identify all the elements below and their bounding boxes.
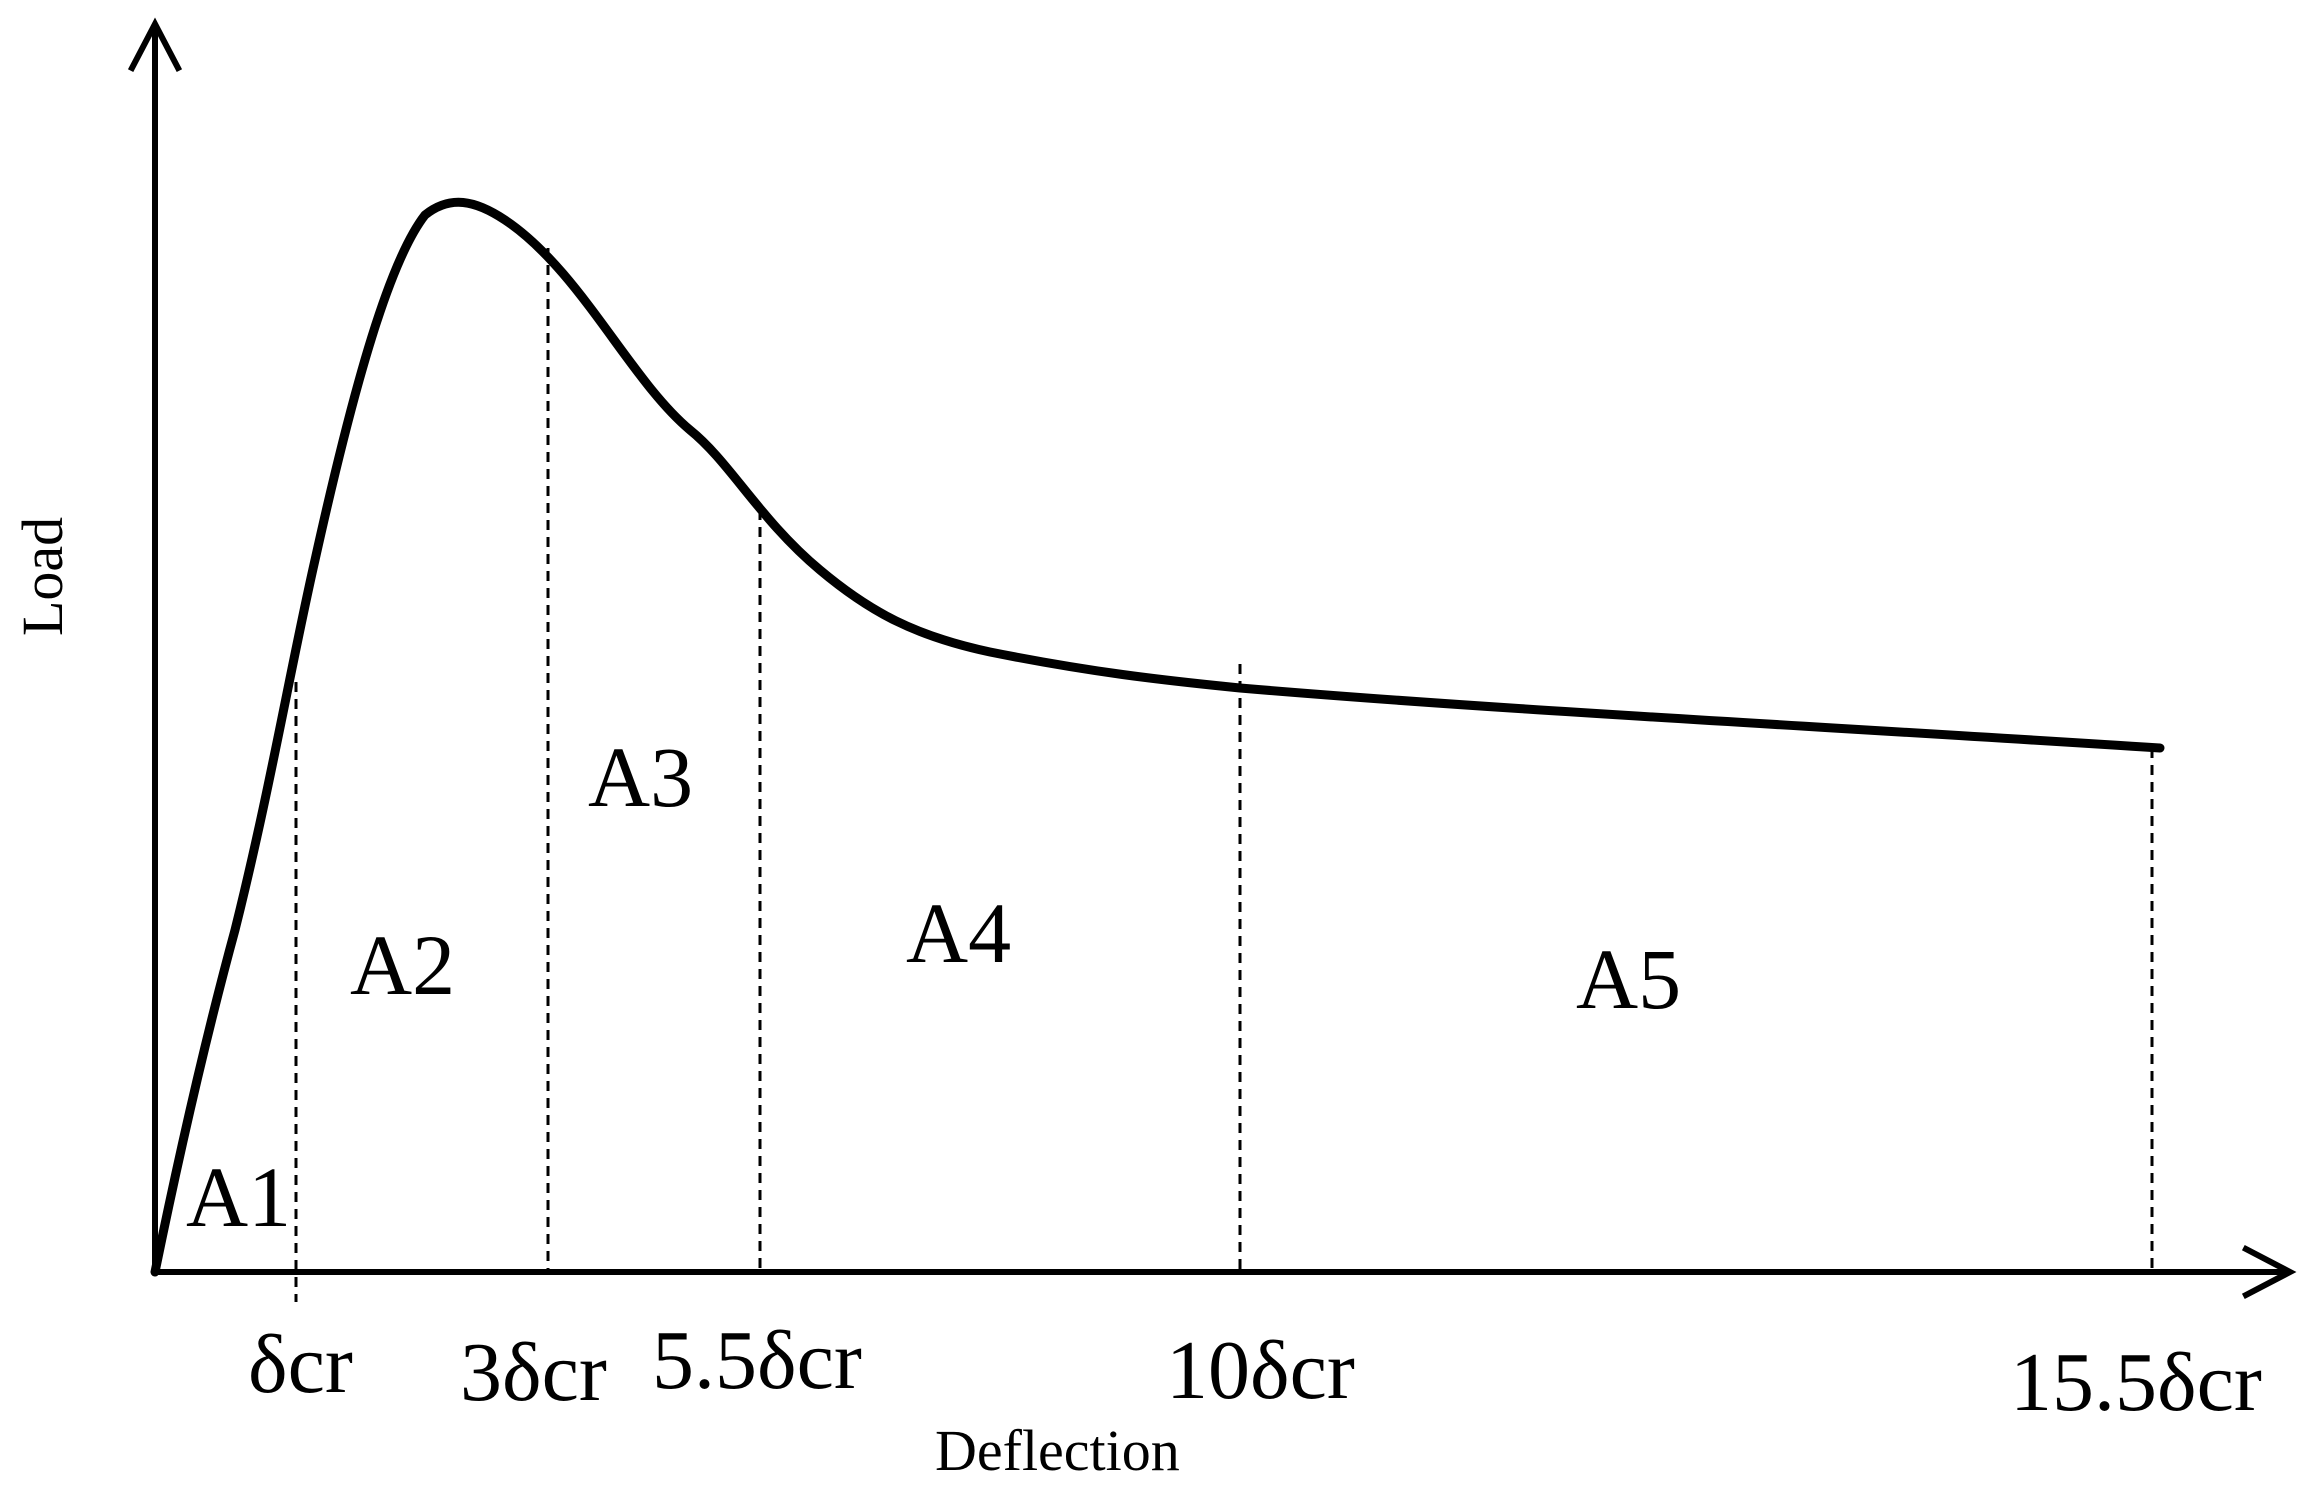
region-labels: A1 A2 A3 A4 A5	[186, 729, 1681, 1245]
region-label-a4: A4	[906, 885, 1011, 981]
region-label-a3: A3	[588, 729, 693, 825]
axes	[127, 17, 2297, 1300]
region-label-a1: A1	[186, 1149, 291, 1245]
tick-label-dcr: δcr	[248, 1318, 353, 1411]
y-axis-arrowhead	[127, 17, 183, 73]
load-deflection-curve	[150, 197, 2165, 1277]
tick-label-15-5dcr: 15.5δcr	[2010, 1336, 2262, 1429]
region-label-a2: A2	[350, 917, 455, 1013]
tick-label-5-5dcr: 5.5δcr	[652, 1314, 862, 1407]
tick-label-3dcr: 3δcr	[460, 1326, 607, 1419]
x-axis-arrowhead	[2241, 1244, 2297, 1300]
tick-label-10dcr: 10δcr	[1166, 1324, 1355, 1417]
x-axis-title: Deflection	[935, 1418, 1180, 1483]
boundary-lines	[294, 248, 2154, 1302]
region-label-a5: A5	[1576, 931, 1681, 1027]
y-axis-title: Load	[10, 517, 75, 636]
boundary-labels: δcr 3δcr 5.5δcr 10δcr 15.5δcr	[248, 1314, 2262, 1429]
